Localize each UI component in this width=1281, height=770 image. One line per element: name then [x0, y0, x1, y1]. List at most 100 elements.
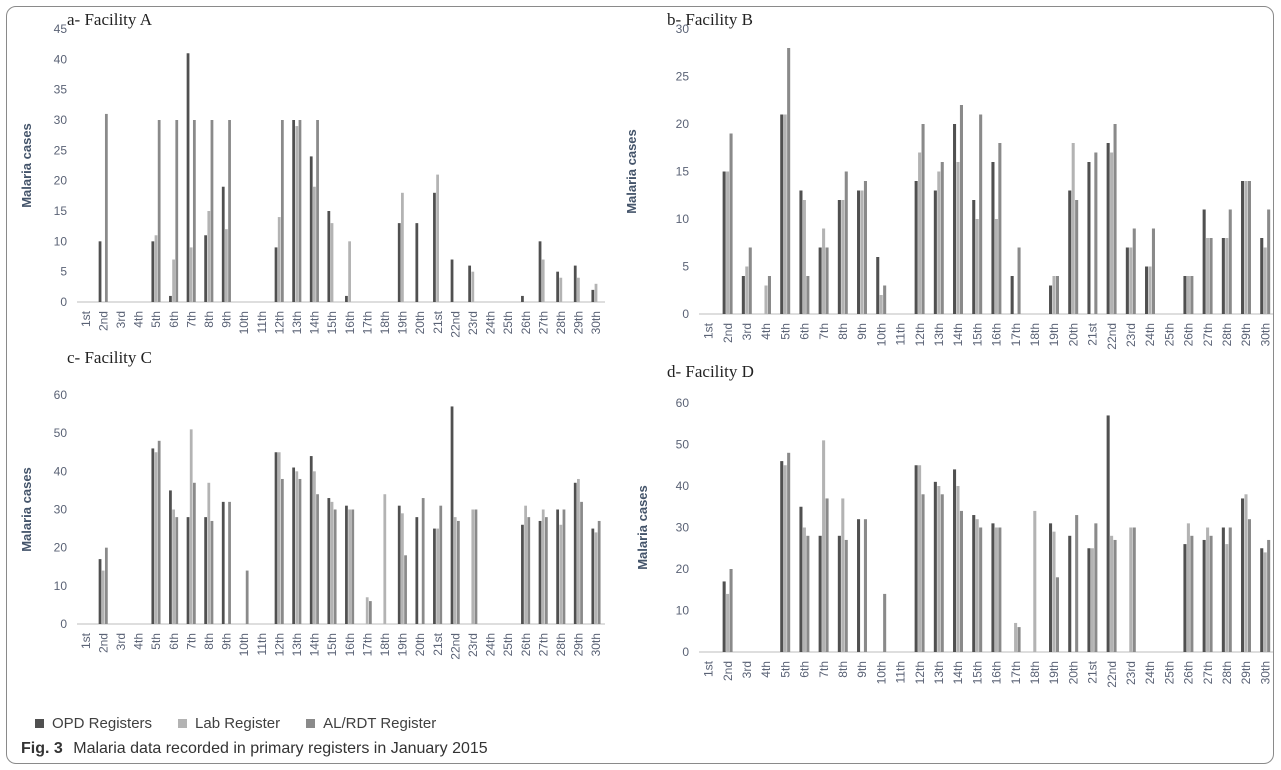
bar [471, 271, 475, 302]
x-tick-label: 13th [290, 633, 304, 656]
x-tick-label: 25th [501, 311, 515, 334]
bar [1190, 276, 1194, 314]
bar [1049, 523, 1053, 652]
chart-title: d- Facility D [667, 362, 754, 381]
x-tick-label: 15th [325, 633, 339, 656]
x-tick-label: 19th [396, 311, 410, 334]
bar [991, 162, 995, 314]
bar [327, 498, 331, 624]
bar [365, 597, 369, 624]
x-tick-label: 29th [572, 311, 586, 334]
bar [863, 181, 867, 314]
bar [1247, 181, 1251, 314]
bar [825, 498, 829, 652]
bar [397, 223, 401, 302]
y-tick-label: 25 [676, 70, 690, 84]
bar [104, 113, 108, 303]
bar [415, 517, 419, 624]
bar [524, 505, 527, 624]
bar [933, 481, 937, 652]
bar [729, 133, 733, 314]
bar [1132, 527, 1136, 652]
y-tick-label: 20 [54, 541, 68, 555]
x-tick-label: 10th [874, 323, 888, 346]
bar [474, 509, 478, 624]
x-tick-label: 11th [894, 323, 908, 345]
bar [783, 114, 787, 314]
x-tick-label: 15th [970, 323, 984, 346]
x-tick-label: 16th [990, 661, 1004, 684]
bar [556, 509, 560, 624]
bar [940, 494, 944, 652]
bar [186, 517, 190, 624]
bar [154, 235, 158, 302]
x-tick-label: 23rd [466, 311, 480, 335]
x-tick-label: 18th [1028, 323, 1042, 346]
legend-label-al: AL/RDT Register [323, 714, 437, 732]
y-tick-label: 50 [54, 426, 68, 440]
bar [748, 247, 752, 314]
bar [192, 482, 196, 624]
bar [292, 120, 296, 302]
y-tick-label: 30 [54, 503, 68, 517]
x-tick-label: 8th [202, 311, 216, 328]
bar [104, 547, 108, 624]
x-tick-label: 8th [836, 661, 850, 678]
x-tick-label: 12th [913, 661, 927, 684]
x-tick-label: 1st [702, 660, 716, 677]
bar [383, 494, 387, 624]
legend-item-al: AL/RDT Register [306, 715, 436, 732]
bar [1052, 276, 1056, 314]
bar [157, 120, 161, 302]
x-tick-label: 5th [149, 311, 163, 328]
bar [1206, 527, 1210, 652]
bar [1068, 535, 1072, 652]
bar [207, 211, 211, 302]
bar [471, 509, 475, 624]
bar [979, 114, 983, 314]
bar [998, 527, 1002, 652]
bar [204, 235, 208, 302]
bar [433, 192, 436, 302]
chart-title: c- Facility C [67, 348, 152, 367]
bar [397, 505, 401, 624]
bar [348, 241, 351, 302]
bar [1241, 181, 1245, 314]
x-tick-label: 28th [554, 311, 568, 334]
bar [729, 569, 733, 652]
bar [726, 171, 730, 314]
x-tick-label: 8th [202, 633, 216, 650]
bar [298, 120, 302, 302]
bar [1225, 544, 1229, 652]
bar [401, 513, 404, 624]
y-tick-label: 10 [676, 604, 690, 618]
bar [295, 471, 299, 624]
bar [837, 535, 841, 652]
bar [313, 471, 316, 624]
x-tick-label: 2nd [721, 661, 735, 681]
y-axis-label: Malaria cases [19, 123, 34, 208]
y-tick-label: 40 [676, 479, 690, 493]
x-tick-label: 2nd [721, 323, 735, 343]
x-tick-label: 21st [1086, 660, 1100, 683]
bar [1221, 527, 1225, 652]
bar [544, 517, 548, 624]
x-tick-label: 17th [360, 633, 374, 656]
bar [953, 124, 957, 314]
x-tick-label: 22nd [448, 633, 462, 660]
x-tick-label: 30th [589, 633, 603, 656]
x-tick-label: 17th [1009, 323, 1023, 346]
caption-label: Fig. 3 [21, 740, 63, 757]
bar [228, 120, 231, 302]
bar [277, 452, 281, 624]
bar [841, 200, 845, 314]
bar [991, 523, 995, 652]
x-tick-label: 15th [325, 311, 339, 334]
x-tick-label: 23rd [1124, 661, 1138, 685]
x-tick-label: 26th [519, 311, 533, 334]
y-tick-label: 10 [54, 234, 68, 248]
bar [802, 527, 806, 652]
bar [538, 241, 542, 302]
bar [837, 200, 841, 314]
x-tick-label: 6th [167, 633, 181, 650]
